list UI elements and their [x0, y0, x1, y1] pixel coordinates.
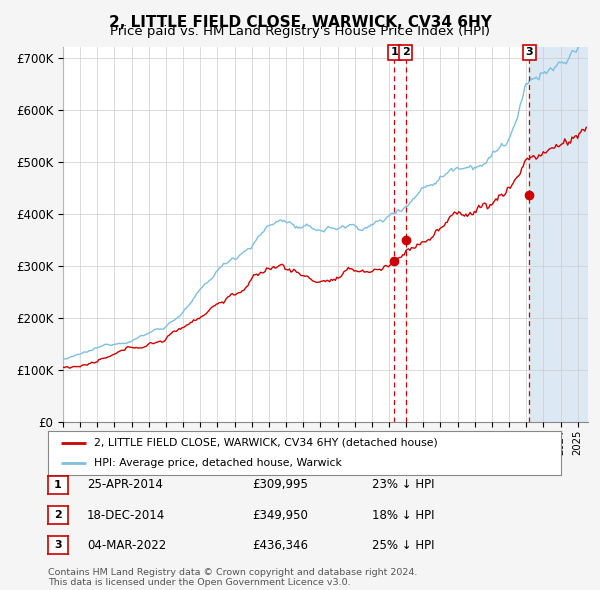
Text: £349,950: £349,950: [252, 509, 308, 522]
Bar: [529, 47, 588, 422]
Text: 2, LITTLE FIELD CLOSE, WARWICK, CV34 6HY: 2, LITTLE FIELD CLOSE, WARWICK, CV34 6HY: [109, 15, 491, 30]
Text: £309,995: £309,995: [252, 478, 308, 491]
Text: 3: 3: [54, 540, 62, 550]
Text: 04-MAR-2022: 04-MAR-2022: [87, 539, 166, 552]
Text: 1: 1: [54, 480, 62, 490]
Text: 18% ↓ HPI: 18% ↓ HPI: [372, 509, 434, 522]
Text: 25-APR-2014: 25-APR-2014: [87, 478, 163, 491]
Text: HPI: Average price, detached house, Warwick: HPI: Average price, detached house, Warw…: [94, 458, 342, 468]
Text: Contains HM Land Registry data © Crown copyright and database right 2024.
This d: Contains HM Land Registry data © Crown c…: [48, 568, 418, 587]
Text: 3: 3: [526, 47, 533, 57]
Text: 2: 2: [402, 47, 409, 57]
Text: 18-DEC-2014: 18-DEC-2014: [87, 509, 165, 522]
Text: 25% ↓ HPI: 25% ↓ HPI: [372, 539, 434, 552]
Text: Price paid vs. HM Land Registry's House Price Index (HPI): Price paid vs. HM Land Registry's House …: [110, 25, 490, 38]
Text: 2: 2: [54, 510, 62, 520]
Text: 2, LITTLE FIELD CLOSE, WARWICK, CV34 6HY (detached house): 2, LITTLE FIELD CLOSE, WARWICK, CV34 6HY…: [94, 438, 438, 448]
Text: £436,346: £436,346: [252, 539, 308, 552]
Text: 23% ↓ HPI: 23% ↓ HPI: [372, 478, 434, 491]
Text: 1: 1: [391, 47, 398, 57]
